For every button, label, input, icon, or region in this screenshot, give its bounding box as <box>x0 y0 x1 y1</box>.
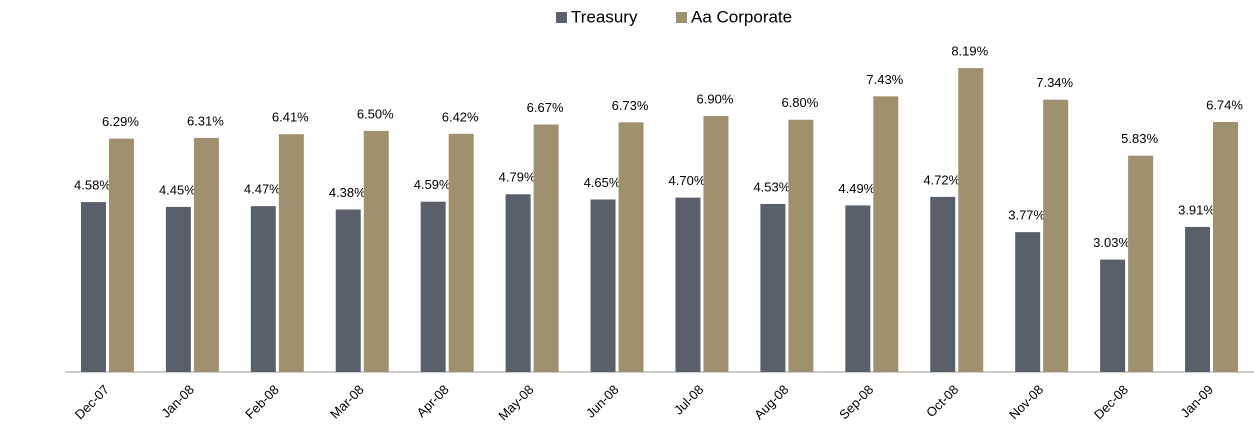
value-label: 8.19% <box>951 44 988 59</box>
x-tick-label: Apr-08 <box>414 382 452 420</box>
value-label: 4.45% <box>159 182 196 197</box>
bar <box>1128 155 1154 372</box>
legend-swatch <box>556 12 567 23</box>
value-label: 4.65% <box>584 175 621 190</box>
bar <box>930 196 956 372</box>
bar <box>760 203 786 372</box>
bar <box>1100 259 1126 372</box>
x-tick-label: Dec-08 <box>1091 382 1131 422</box>
legend-label: Aa Corporate <box>691 7 792 26</box>
x-tick-label: Jan-08 <box>158 382 197 421</box>
value-label: 4.38% <box>329 185 366 200</box>
x-tick-label: Jun-08 <box>583 382 622 421</box>
bar <box>193 137 219 372</box>
legend-swatch <box>676 12 687 23</box>
value-label: 6.31% <box>187 113 224 128</box>
x-tick-label: Mar-08 <box>327 382 367 422</box>
x-tick-label: Oct-08 <box>923 382 961 420</box>
value-label: 7.34% <box>1036 75 1073 90</box>
x-tick-label: Nov-08 <box>1006 382 1046 422</box>
x-tick-label: Feb-08 <box>242 382 282 422</box>
bar <box>420 201 446 372</box>
value-label: 4.79% <box>499 170 536 185</box>
bar <box>1043 99 1069 372</box>
value-label: 6.67% <box>527 100 564 115</box>
bar <box>788 119 814 372</box>
bar <box>165 206 191 372</box>
bar <box>533 124 559 372</box>
value-label: 4.49% <box>838 181 875 196</box>
x-tick-label: May-08 <box>495 382 536 423</box>
x-tick-label: Dec-07 <box>72 382 112 422</box>
value-label: 4.58% <box>74 178 111 193</box>
value-label: 6.90% <box>697 91 734 106</box>
bar <box>448 133 474 372</box>
x-tick-label: Jan-09 <box>1177 382 1216 421</box>
value-label: 4.59% <box>414 177 451 192</box>
bar <box>618 122 644 372</box>
bar <box>80 202 106 372</box>
bar <box>703 116 729 372</box>
bar <box>363 130 389 372</box>
value-label: 4.70% <box>669 173 706 188</box>
bar <box>250 206 276 372</box>
x-tick-label: Jul-08 <box>671 382 707 418</box>
bar <box>1213 121 1239 372</box>
value-label: 4.53% <box>753 179 790 194</box>
bar <box>675 197 701 372</box>
value-label: 5.83% <box>1121 131 1158 146</box>
bar <box>1015 232 1041 372</box>
value-label: 6.42% <box>442 109 479 124</box>
bar <box>845 205 871 372</box>
value-label: 7.43% <box>866 72 903 87</box>
value-label: 6.73% <box>612 98 649 113</box>
value-label: 6.29% <box>102 114 139 129</box>
value-label: 4.72% <box>923 172 960 187</box>
value-label: 3.03% <box>1093 235 1130 250</box>
bar <box>335 209 361 372</box>
bar <box>505 194 531 372</box>
value-label: 3.77% <box>1008 208 1045 223</box>
value-label: 6.80% <box>781 95 818 110</box>
value-label: 4.47% <box>244 182 281 197</box>
bar <box>873 96 899 373</box>
value-label: 6.41% <box>272 110 309 125</box>
x-tick-label: Aug-08 <box>751 382 791 422</box>
value-label: 6.74% <box>1206 97 1243 112</box>
bar <box>1185 226 1211 372</box>
bar <box>278 134 304 372</box>
bar <box>590 199 616 372</box>
bar <box>958 68 984 372</box>
bar <box>108 138 134 372</box>
value-label: 3.91% <box>1178 202 1215 217</box>
legend-label: Treasury <box>571 7 638 26</box>
value-label: 6.50% <box>357 106 394 121</box>
x-tick-label: Sep-08 <box>836 382 876 422</box>
